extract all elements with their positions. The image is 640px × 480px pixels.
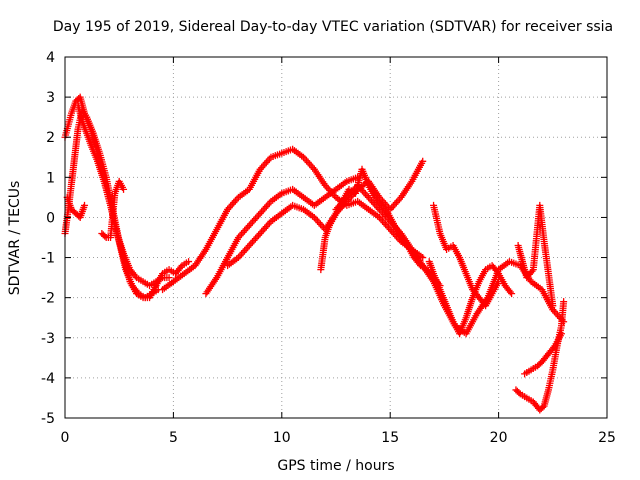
y-tick-label: 0 (46, 210, 55, 226)
grid (65, 57, 607, 418)
x-tick-label: 5 (169, 430, 178, 446)
series-sat-n (521, 330, 565, 378)
data-point (549, 302, 557, 310)
series-sat-d (63, 193, 89, 221)
data-point (419, 254, 427, 262)
trace-marker (550, 343, 558, 351)
y-tick-label: 2 (46, 130, 55, 146)
data-point (81, 201, 89, 209)
chart-title: Day 195 of 2019, Sidereal Day-to-day VTE… (53, 19, 613, 35)
data-point (560, 298, 568, 306)
series-sat-e (98, 177, 128, 241)
x-axis-label: GPS time / hours (277, 458, 394, 474)
data-point (419, 157, 427, 165)
trace-marker (493, 268, 501, 276)
data-point (495, 278, 503, 286)
plot-frame (64, 56, 608, 419)
series-sat-l (430, 201, 503, 310)
axis-ticks: 0 5 10 15 20 25 -5 -4 -3 -2 -1 0 1 2 3 4 (41, 50, 616, 446)
data-point (185, 258, 193, 266)
data-point (120, 185, 128, 193)
y-tick-label: -2 (41, 291, 55, 307)
trace-marker (515, 389, 523, 397)
y-tick-label: 4 (46, 50, 55, 66)
series-sat-f (159, 145, 427, 294)
trace-marker (506, 288, 514, 296)
data-points (61, 93, 568, 414)
y-tick-label: 1 (46, 170, 55, 186)
y-tick-label: -5 (41, 411, 55, 427)
x-tick-label: 20 (490, 430, 508, 446)
series-sat-k (425, 258, 516, 338)
y-tick-label: -3 (41, 331, 55, 347)
series-sat-o (514, 201, 557, 310)
data-point (557, 330, 565, 338)
x-tick-label: 0 (61, 430, 70, 446)
y-axis-label: SDTVAR / TECUs (7, 181, 23, 296)
series-sat-m (512, 298, 568, 414)
data-point (165, 274, 173, 282)
x-tick-label: 10 (273, 430, 291, 446)
y-tick-label: 3 (46, 90, 55, 106)
trace-marker (528, 267, 536, 275)
y-tick-label: -4 (41, 371, 55, 387)
x-tick-label: 25 (598, 430, 616, 446)
series-sat-g (202, 173, 362, 298)
data-point (508, 290, 516, 298)
trace-marker (101, 232, 109, 240)
y-tick-label: -1 (41, 251, 55, 267)
x-tick-label: 15 (381, 430, 399, 446)
